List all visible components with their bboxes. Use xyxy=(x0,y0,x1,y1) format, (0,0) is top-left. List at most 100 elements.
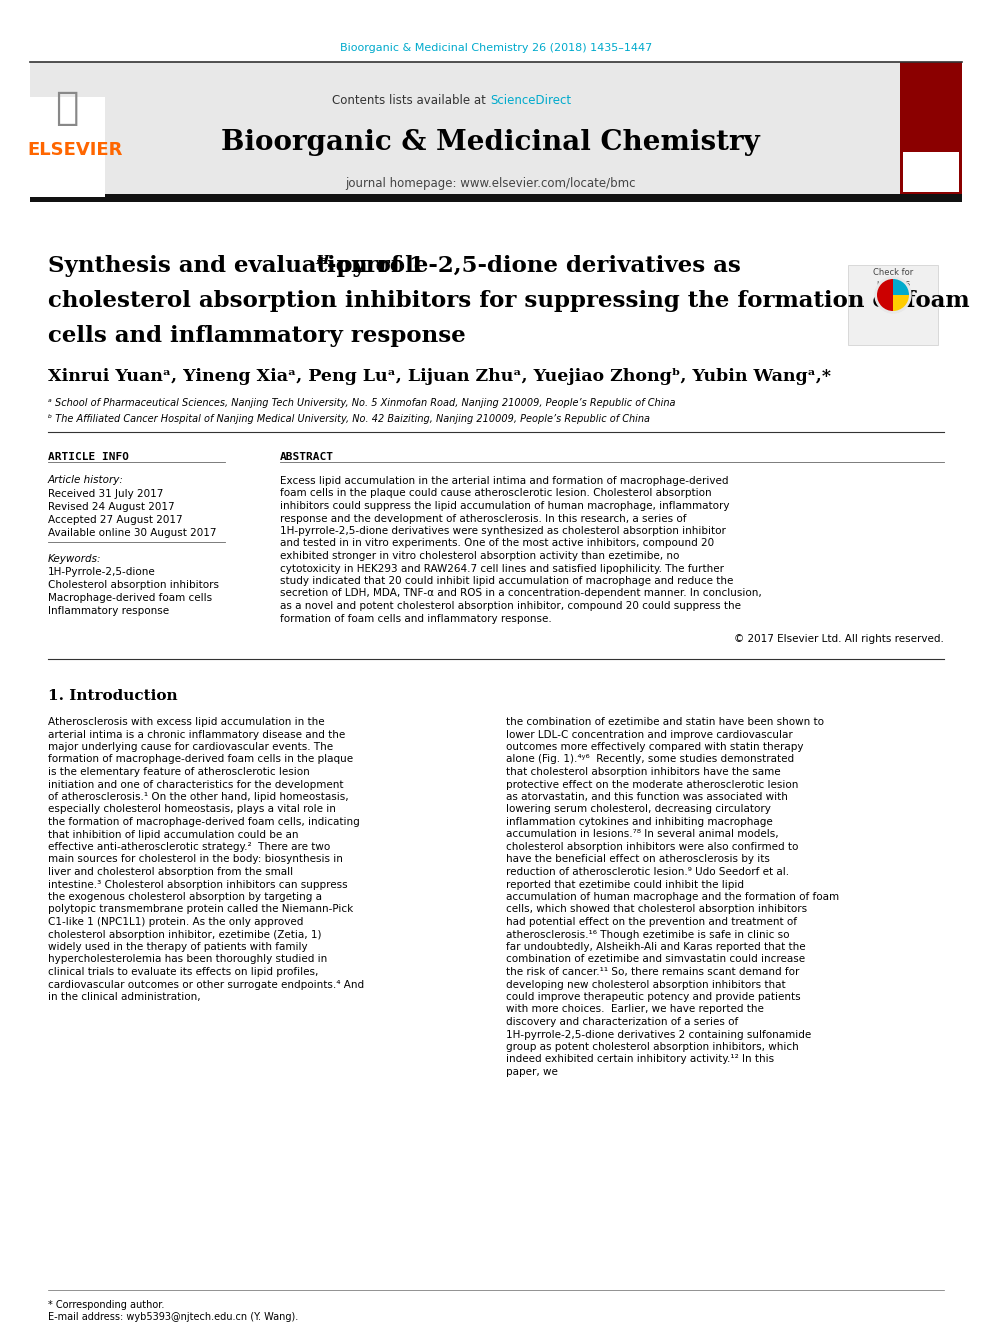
Text: polytopic transmembrane protein called the Niemann-Pick: polytopic transmembrane protein called t… xyxy=(48,905,353,914)
Text: inflammation cytokines and inhibiting macrophage: inflammation cytokines and inhibiting ma… xyxy=(506,818,773,827)
Bar xyxy=(30,62,900,194)
Text: journal homepage: www.elsevier.com/locate/bmc: journal homepage: www.elsevier.com/locat… xyxy=(345,176,635,189)
Text: initiation and one of characteristics for the development: initiation and one of characteristics fo… xyxy=(48,779,343,790)
Text: cholesterol absorption inhibitor, ezetimibe (Zetia, 1): cholesterol absorption inhibitor, ezetim… xyxy=(48,930,321,939)
Text: reported that ezetimibe could inhibit the lipid: reported that ezetimibe could inhibit th… xyxy=(506,880,744,889)
Text: with more choices.  Earlier, we have reported the: with more choices. Earlier, we have repo… xyxy=(506,1004,764,1015)
Text: clinical trials to evaluate its effects on lipid profiles,: clinical trials to evaluate its effects … xyxy=(48,967,318,976)
Text: Bioorganic & Medicinal
Chemistry: Bioorganic & Medicinal Chemistry xyxy=(903,163,959,173)
Text: accumulation of human macrophage and the formation of foam: accumulation of human macrophage and the… xyxy=(506,892,839,902)
Text: cholesterol absorption inhibitors were also confirmed to: cholesterol absorption inhibitors were a… xyxy=(506,841,799,852)
Text: paper, we: paper, we xyxy=(506,1068,558,1077)
Text: ᵇ The Affiliated Cancer Hospital of Nanjing Medical University, No. 42 Baiziting: ᵇ The Affiliated Cancer Hospital of Nanj… xyxy=(48,414,650,423)
Text: could improve therapeutic potency and provide patients: could improve therapeutic potency and pr… xyxy=(506,992,801,1002)
Text: exhibited stronger in vitro cholesterol absorption activity than ezetimibe, no: exhibited stronger in vitro cholesterol … xyxy=(280,550,680,561)
Text: ELSEVIER: ELSEVIER xyxy=(28,142,123,159)
Text: widely used in the therapy of patients with family: widely used in the therapy of patients w… xyxy=(48,942,308,953)
Text: Received 31 July 2017: Received 31 July 2017 xyxy=(48,490,164,499)
Text: combination of ezetimibe and simvastatin could increase: combination of ezetimibe and simvastatin… xyxy=(506,954,806,964)
Text: 1H-pyrrole-2,5-dione derivatives 2 containing sulfonamide: 1H-pyrrole-2,5-dione derivatives 2 conta… xyxy=(506,1029,811,1040)
Text: E-mail address: wyb5393@njtech.edu.cn (Y. Wang).: E-mail address: wyb5393@njtech.edu.cn (Y… xyxy=(48,1312,299,1322)
Text: Synthesis and evaluation of 1: Synthesis and evaluation of 1 xyxy=(48,255,425,277)
Text: cells, which showed that cholesterol absorption inhibitors: cells, which showed that cholesterol abs… xyxy=(506,905,807,914)
Text: ScienceDirect: ScienceDirect xyxy=(490,94,571,106)
Text: lowering serum cholesterol, decreasing circulatory: lowering serum cholesterol, decreasing c… xyxy=(506,804,771,815)
Bar xyxy=(848,265,938,345)
Text: Check for
updates: Check for updates xyxy=(873,269,913,287)
Text: had potential effect on the prevention and treatment of: had potential effect on the prevention a… xyxy=(506,917,797,927)
Text: especially cholesterol homeostasis, plays a vital role in: especially cholesterol homeostasis, play… xyxy=(48,804,336,815)
Text: Bioorganic & Medicinal Chemistry 26 (2018) 1435–1447: Bioorganic & Medicinal Chemistry 26 (201… xyxy=(340,44,652,53)
Text: Article history:: Article history: xyxy=(48,475,124,486)
Text: ᴴ: ᴴ xyxy=(315,255,328,277)
Text: arterial intima is a chronic inflammatory disease and the: arterial intima is a chronic inflammator… xyxy=(48,729,345,740)
Text: of atherosclerosis.¹ On the other hand, lipid homeostasis,: of atherosclerosis.¹ On the other hand, … xyxy=(48,792,348,802)
Text: Contents lists available at: Contents lists available at xyxy=(332,94,490,106)
Bar xyxy=(30,97,105,197)
Text: main sources for cholesterol in the body: biosynthesis in: main sources for cholesterol in the body… xyxy=(48,855,343,864)
Text: accumulation in lesions.⁷⁸ In several animal models,: accumulation in lesions.⁷⁸ In several an… xyxy=(506,830,779,840)
Text: ᵃ School of Pharmaceutical Sciences, Nanjing Tech University, No. 5 Xinmofan Roa: ᵃ School of Pharmaceutical Sciences, Nan… xyxy=(48,398,676,407)
Text: have the beneficial effect on atherosclerosis by its: have the beneficial effect on atheroscle… xyxy=(506,855,770,864)
Circle shape xyxy=(875,277,911,314)
Text: as a novel and potent cholesterol absorption inhibitor, compound 20 could suppre: as a novel and potent cholesterol absorp… xyxy=(280,601,741,611)
Text: Xinrui Yuanᵃ, Yineng Xiaᵃ, Peng Luᵃ, Lijuan Zhuᵃ, Yuejiao Zhongᵇ, Yubin Wangᵃ,*: Xinrui Yuanᵃ, Yineng Xiaᵃ, Peng Luᵃ, Lij… xyxy=(48,368,831,385)
Text: inhibitors could suppress the lipid accumulation of human macrophage, inflammato: inhibitors could suppress the lipid accu… xyxy=(280,501,729,511)
Text: in the clinical administration,: in the clinical administration, xyxy=(48,992,200,1002)
Bar xyxy=(900,62,962,194)
Text: Revised 24 August 2017: Revised 24 August 2017 xyxy=(48,501,175,512)
Text: -pyrrole-2,5-dione derivatives as: -pyrrole-2,5-dione derivatives as xyxy=(327,255,741,277)
Text: * Corresponding author.: * Corresponding author. xyxy=(48,1301,165,1310)
Text: indeed exhibited certain inhibitory activity.¹² In this: indeed exhibited certain inhibitory acti… xyxy=(506,1054,774,1065)
Text: developing new cholesterol absorption inhibitors that: developing new cholesterol absorption in… xyxy=(506,979,786,990)
Text: the exogenous cholesterol absorption by targeting a: the exogenous cholesterol absorption by … xyxy=(48,892,322,902)
Text: lower LDL-C concentration and improve cardiovascular: lower LDL-C concentration and improve ca… xyxy=(506,729,793,740)
Text: C1-like 1 (NPC1L1) protein. As the only approved: C1-like 1 (NPC1L1) protein. As the only … xyxy=(48,917,304,927)
Text: ABSTRACT: ABSTRACT xyxy=(280,452,334,462)
Text: ARTICLE INFO: ARTICLE INFO xyxy=(48,452,129,462)
Text: Available online 30 August 2017: Available online 30 August 2017 xyxy=(48,528,216,538)
Text: alone (Fig. 1).⁴ʸ⁶  Recently, some studies demonstrated: alone (Fig. 1).⁴ʸ⁶ Recently, some studie… xyxy=(506,754,795,765)
Text: reduction of atherosclerotic lesion.⁹ Udo Seedorf et al.: reduction of atherosclerotic lesion.⁹ Ud… xyxy=(506,867,789,877)
Text: study indicated that 20 could inhibit lipid accumulation of macrophage and reduc: study indicated that 20 could inhibit li… xyxy=(280,576,733,586)
Text: foam cells in the plaque could cause atherosclerotic lesion. Cholesterol absorpt: foam cells in the plaque could cause ath… xyxy=(280,488,711,499)
Text: far undoubtedly, Alsheikh-Ali and Karas reported that the: far undoubtedly, Alsheikh-Ali and Karas … xyxy=(506,942,806,953)
Text: Atherosclerosis with excess lipid accumulation in the: Atherosclerosis with excess lipid accumu… xyxy=(48,717,324,728)
Text: cholesterol absorption inhibitors for suppressing the formation of foam: cholesterol absorption inhibitors for su… xyxy=(48,290,969,312)
Text: © 2017 Elsevier Ltd. All rights reserved.: © 2017 Elsevier Ltd. All rights reserved… xyxy=(734,634,944,644)
Text: that cholesterol absorption inhibitors have the same: that cholesterol absorption inhibitors h… xyxy=(506,767,781,777)
Text: the combination of ezetimibe and statin have been shown to: the combination of ezetimibe and statin … xyxy=(506,717,824,728)
Text: 1. Introduction: 1. Introduction xyxy=(48,689,178,703)
Text: is the elementary feature of atherosclerotic lesion: is the elementary feature of atheroscler… xyxy=(48,767,310,777)
Text: Keywords:: Keywords: xyxy=(48,554,101,564)
Text: cardiovascular outcomes or other surrogate endpoints.⁴ And: cardiovascular outcomes or other surroga… xyxy=(48,979,364,990)
Wedge shape xyxy=(893,279,909,295)
Text: group as potent cholesterol absorption inhibitors, which: group as potent cholesterol absorption i… xyxy=(506,1043,799,1052)
Text: Inflammatory response: Inflammatory response xyxy=(48,606,169,617)
Text: the formation of macrophage-derived foam cells, indicating: the formation of macrophage-derived foam… xyxy=(48,818,360,827)
Bar xyxy=(30,194,962,202)
Text: Macrophage-derived foam cells: Macrophage-derived foam cells xyxy=(48,593,212,603)
Wedge shape xyxy=(893,295,909,311)
Text: Excess lipid accumulation in the arterial intima and formation of macrophage-der: Excess lipid accumulation in the arteria… xyxy=(280,476,728,486)
Text: cells and inflammatory response: cells and inflammatory response xyxy=(48,325,466,347)
Text: Bioorganic & Medicinal Chemistry: Bioorganic & Medicinal Chemistry xyxy=(220,128,759,156)
Text: 1H-Pyrrole-2,5-dione: 1H-Pyrrole-2,5-dione xyxy=(48,568,156,577)
Text: 1H-pyrrole-2,5-dione derivatives were synthesized as cholesterol absorption inhi: 1H-pyrrole-2,5-dione derivatives were sy… xyxy=(280,527,726,536)
Text: protective effect on the moderate atherosclerotic lesion: protective effect on the moderate athero… xyxy=(506,779,799,790)
Text: major underlying cause for cardiovascular events. The: major underlying cause for cardiovascula… xyxy=(48,742,333,751)
Text: 🌲: 🌲 xyxy=(56,89,78,127)
Text: atherosclerosis.¹⁶ Though ezetimibe is safe in clinic so: atherosclerosis.¹⁶ Though ezetimibe is s… xyxy=(506,930,790,939)
Text: as atorvastatin, and this function was associated with: as atorvastatin, and this function was a… xyxy=(506,792,788,802)
Text: the risk of cancer.¹¹ So, there remains scant demand for: the risk of cancer.¹¹ So, there remains … xyxy=(506,967,800,976)
Text: cytotoxicity in HEK293 and RAW264.7 cell lines and satisfied lipophilicity. The : cytotoxicity in HEK293 and RAW264.7 cell… xyxy=(280,564,724,573)
Text: Accepted 27 August 2017: Accepted 27 August 2017 xyxy=(48,515,183,525)
Text: hypercholesterolemia has been thoroughly studied in: hypercholesterolemia has been thoroughly… xyxy=(48,954,327,964)
Bar xyxy=(903,152,959,192)
Text: intestine.³ Cholesterol absorption inhibitors can suppress: intestine.³ Cholesterol absorption inhib… xyxy=(48,880,347,889)
Text: that inhibition of lipid accumulation could be an: that inhibition of lipid accumulation co… xyxy=(48,830,299,840)
Text: effective anti-atherosclerotic strategy.²  There are two: effective anti-atherosclerotic strategy.… xyxy=(48,841,330,852)
Text: and tested in in vitro experiments. One of the most active inhibitors, compound : and tested in in vitro experiments. One … xyxy=(280,538,714,549)
Text: secretion of LDH, MDA, TNF-α and ROS in a concentration-dependent manner. In con: secretion of LDH, MDA, TNF-α and ROS in … xyxy=(280,589,762,598)
Text: discovery and characterization of a series of: discovery and characterization of a seri… xyxy=(506,1017,738,1027)
